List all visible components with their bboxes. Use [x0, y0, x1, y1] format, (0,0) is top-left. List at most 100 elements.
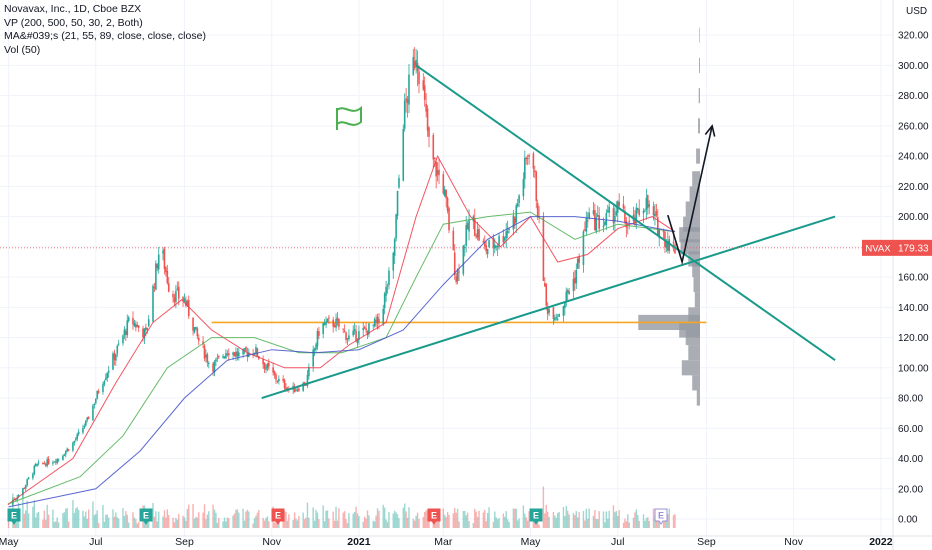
volume-bar [47, 514, 50, 528]
volume-bar [396, 514, 399, 528]
volume-bar [243, 520, 246, 528]
candle-body [106, 373, 109, 379]
time-axis[interactable]: May Jul Sep Nov 2021 Mar May Jul Sep Nov 2022 [0, 536, 893, 548]
volume-bar [597, 519, 599, 528]
volume-bar [22, 492, 24, 528]
descending-resistance-line [415, 64, 836, 362]
volume-bar [295, 518, 297, 528]
volume-profile-bar [688, 345, 700, 361]
volume-bar [308, 517, 310, 528]
price-tick-label: 240.00 [898, 152, 929, 163]
candle-body [355, 330, 357, 341]
volume-bar [514, 508, 516, 528]
candle-body [524, 157, 526, 180]
volume-bar [557, 513, 559, 528]
time-tick-label: May [0, 536, 19, 548]
candle-body [413, 61, 416, 69]
volume-bar [188, 504, 190, 528]
volume-bar [282, 515, 284, 528]
volume-bar [403, 503, 406, 528]
volume-bar [117, 518, 120, 528]
price-tick-label: 280.00 [898, 91, 929, 102]
candle-body [278, 378, 280, 382]
candle-body [506, 230, 509, 234]
volume-bar [205, 519, 207, 528]
volume-bar [185, 520, 187, 528]
volume-bar [416, 512, 419, 528]
candle-body [652, 206, 655, 216]
volume-bar [455, 512, 457, 528]
candle-body [535, 171, 538, 201]
volume-bar [628, 522, 630, 528]
earnings-marker[interactable]: E [427, 508, 441, 525]
volume-bar [526, 520, 529, 528]
legend-volume-profile[interactable]: VP (200, 500, 50, 30, 2, Both) [4, 16, 143, 29]
volume-bar [232, 515, 234, 528]
volume-bar [292, 520, 294, 528]
volume-bar [146, 518, 148, 528]
candle-body [205, 354, 207, 358]
volume-bar [418, 518, 420, 528]
legend-volume[interactable]: Vol (50) [4, 43, 41, 56]
volume-bar [262, 517, 264, 528]
candle-body [92, 405, 94, 421]
candle-body [305, 384, 307, 386]
candle-body [646, 195, 649, 209]
candle-body [636, 207, 639, 211]
earnings-marker[interactable]: E [654, 508, 668, 525]
volume-bar [422, 516, 424, 528]
candle-body [165, 267, 167, 273]
volume-bar [82, 510, 84, 528]
moving-average-line-ma55 [8, 211, 676, 505]
volume-bar [258, 510, 260, 528]
earnings-marker[interactable]: E [7, 508, 21, 525]
volume-bar [263, 520, 266, 528]
volume-bar [152, 502, 154, 528]
candle-body [598, 215, 600, 229]
candle-body [147, 319, 150, 327]
candle-body [217, 355, 220, 357]
candle-body [473, 218, 476, 237]
candle-body [445, 189, 447, 199]
candle-body [423, 85, 426, 100]
volume-profile-bar [692, 261, 700, 278]
candle-body [222, 356, 224, 358]
volume-bar [608, 510, 610, 528]
earnings-marker[interactable]: E [529, 508, 543, 525]
legend-symbol[interactable]: Novavax, Inc., 1D, Cboe BZX [4, 3, 142, 15]
volume-bar [595, 518, 598, 528]
earnings-marker[interactable]: E [139, 508, 153, 525]
candle-body [315, 344, 317, 350]
candle-body [614, 215, 616, 222]
volume-bar [36, 512, 38, 528]
volume-bar [484, 509, 486, 528]
volume-bar [588, 508, 590, 528]
candle-body [276, 380, 279, 382]
candle-body [432, 134, 435, 160]
candle-body [22, 488, 24, 496]
price-tick-label: 60.00 [898, 424, 923, 435]
volume-bar [123, 515, 126, 528]
earnings-marker[interactable]: E [271, 508, 285, 525]
candle-body [325, 321, 327, 325]
trendlines[interactable] [261, 64, 836, 399]
volume-bar [208, 511, 210, 528]
candle-body [502, 235, 505, 243]
candle-body [137, 325, 140, 328]
legend-moving-averages[interactable]: MA&#039;s (21, 55, 89, close, close, clo… [4, 30, 206, 42]
candle-body [96, 390, 99, 399]
projection-arrowhead [704, 124, 716, 137]
candle-body [665, 242, 668, 248]
earnings-marker-label: E [431, 511, 437, 521]
candle-body [266, 363, 269, 369]
price-axis[interactable]: USD 320.00 300.00 280.00 260.00 240.00 220.00 2… [0, 6, 932, 526]
currency-label: USD [906, 6, 927, 17]
time-tick-label: Nov [262, 536, 281, 548]
candle-body [47, 458, 50, 465]
volume-profile-bar [688, 307, 700, 323]
volume-bar [246, 509, 249, 528]
candle-body [642, 210, 645, 214]
volume-bar [393, 510, 396, 528]
candle-body [648, 204, 651, 207]
